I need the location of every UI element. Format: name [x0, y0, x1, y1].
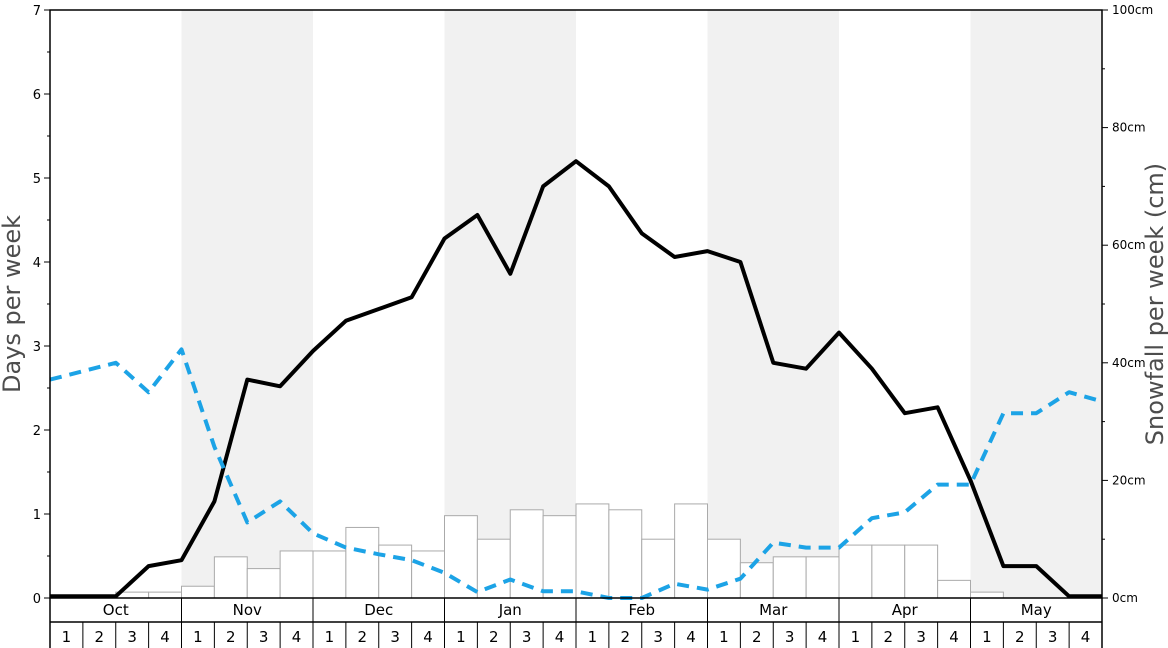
snowfall-bar [805, 556, 840, 599]
snowfall-bar [148, 591, 182, 599]
left-tick-label: 5 [33, 172, 41, 187]
snowfall-bar [838, 544, 873, 599]
snowfall-bar [871, 544, 906, 599]
week-label: 4 [818, 628, 828, 646]
month-shade-mar [707, 10, 839, 598]
right-axis-title: Snowfall per week (cm) [1141, 163, 1168, 445]
day-lines [49, 159, 1103, 600]
right-tick-label: 40cm [1112, 356, 1146, 370]
right-tick-label: 100cm [1112, 3, 1153, 17]
solid-series-line [50, 159, 1102, 599]
week-label: 4 [292, 628, 302, 646]
month-label-mar: Mar [759, 601, 788, 619]
week-label: 3 [390, 628, 400, 646]
right-tick-label: 80cm [1112, 121, 1146, 135]
week-label: 2 [752, 628, 762, 646]
month-shade-nov [181, 10, 313, 598]
snowfall-bar [444, 515, 478, 599]
dashed-series-line [49, 347, 1103, 600]
snowfall-bar [608, 509, 643, 599]
snowfall-bar [772, 556, 807, 599]
week-label: 1 [62, 628, 72, 646]
snowfall-bar [279, 550, 314, 599]
week-label: 3 [259, 628, 269, 646]
left-tick-label: 0 [33, 592, 41, 607]
left-tick-label: 2 [33, 424, 41, 439]
left-tick-label: 1 [33, 508, 41, 523]
left-tick-label: 6 [33, 88, 41, 103]
week-label: 4 [423, 628, 433, 646]
left-tick-label: 7 [33, 4, 41, 19]
snowfall-bar [937, 579, 971, 599]
month-label-apr: Apr [892, 601, 919, 619]
snowfall-bar [904, 544, 939, 599]
snowfall-bar [181, 585, 215, 599]
week-label: 2 [358, 628, 368, 646]
week-label: 1 [851, 628, 861, 646]
snowfall-bar [411, 550, 445, 599]
week-label: 1 [588, 628, 598, 646]
week-label: 3 [653, 628, 663, 646]
week-label: 3 [127, 628, 137, 646]
month-label-dec: Dec [364, 601, 393, 619]
right-tick-label: 60cm [1112, 238, 1146, 252]
snowfall-bar [378, 544, 413, 599]
week-label: 1 [719, 628, 729, 646]
week-label: 4 [686, 628, 696, 646]
month-shade-may [970, 10, 1102, 598]
month-label-feb: Feb [628, 601, 655, 619]
month-label-may: May [1021, 601, 1052, 619]
week-label: 2 [226, 628, 236, 646]
week-label: 3 [522, 628, 532, 646]
snowfall-bar [970, 591, 1004, 599]
x-axis-table: Oct 1 2 3 4 Nov 1 2 3 4 Dec 1 2 3 4 Jan 1 2 3 4 Feb 1 2 3 4 Mar 1 2… [49, 598, 1103, 648]
left-axis-title: Days per week [0, 215, 26, 393]
week-label: 1 [193, 628, 203, 646]
month-label-nov: Nov [233, 601, 262, 619]
week-label: 1 [982, 628, 992, 646]
week-label: 1 [456, 628, 466, 646]
week-label: 2 [95, 628, 105, 646]
right-tick-label: 20cm [1112, 473, 1146, 487]
week-label: 4 [160, 628, 170, 646]
week-label: 1 [325, 628, 335, 646]
week-label: 2 [1015, 628, 1025, 646]
snowfall-bar [213, 556, 248, 599]
snowfall-bar [707, 538, 741, 599]
left-tick-label: 3 [33, 340, 41, 355]
week-label: 4 [1081, 628, 1091, 646]
month-label-jan: Jan [498, 601, 522, 619]
month-label-oct: Oct [103, 601, 129, 619]
week-label: 2 [621, 628, 631, 646]
snowfall-bar [312, 550, 347, 599]
snowfall-bar [542, 515, 577, 599]
week-label: 2 [489, 628, 499, 646]
snowfall-bar [345, 526, 380, 599]
snowfall-bar [476, 538, 511, 599]
snowfall-bar [575, 503, 610, 599]
right-tick-label: 0cm [1112, 591, 1138, 605]
week-label: 3 [785, 628, 795, 646]
snowfall-bar [674, 503, 708, 599]
snowfall-bar [246, 568, 281, 599]
left-tick-label: 4 [33, 256, 41, 271]
month-shade-jan [444, 10, 576, 598]
month-shading [181, 10, 1102, 598]
week-label: 4 [555, 628, 565, 646]
snowfall-bar [739, 562, 774, 599]
week-label: 3 [1048, 628, 1058, 646]
week-label: 4 [949, 628, 959, 646]
week-label: 2 [884, 628, 894, 646]
week-label: 3 [916, 628, 926, 646]
